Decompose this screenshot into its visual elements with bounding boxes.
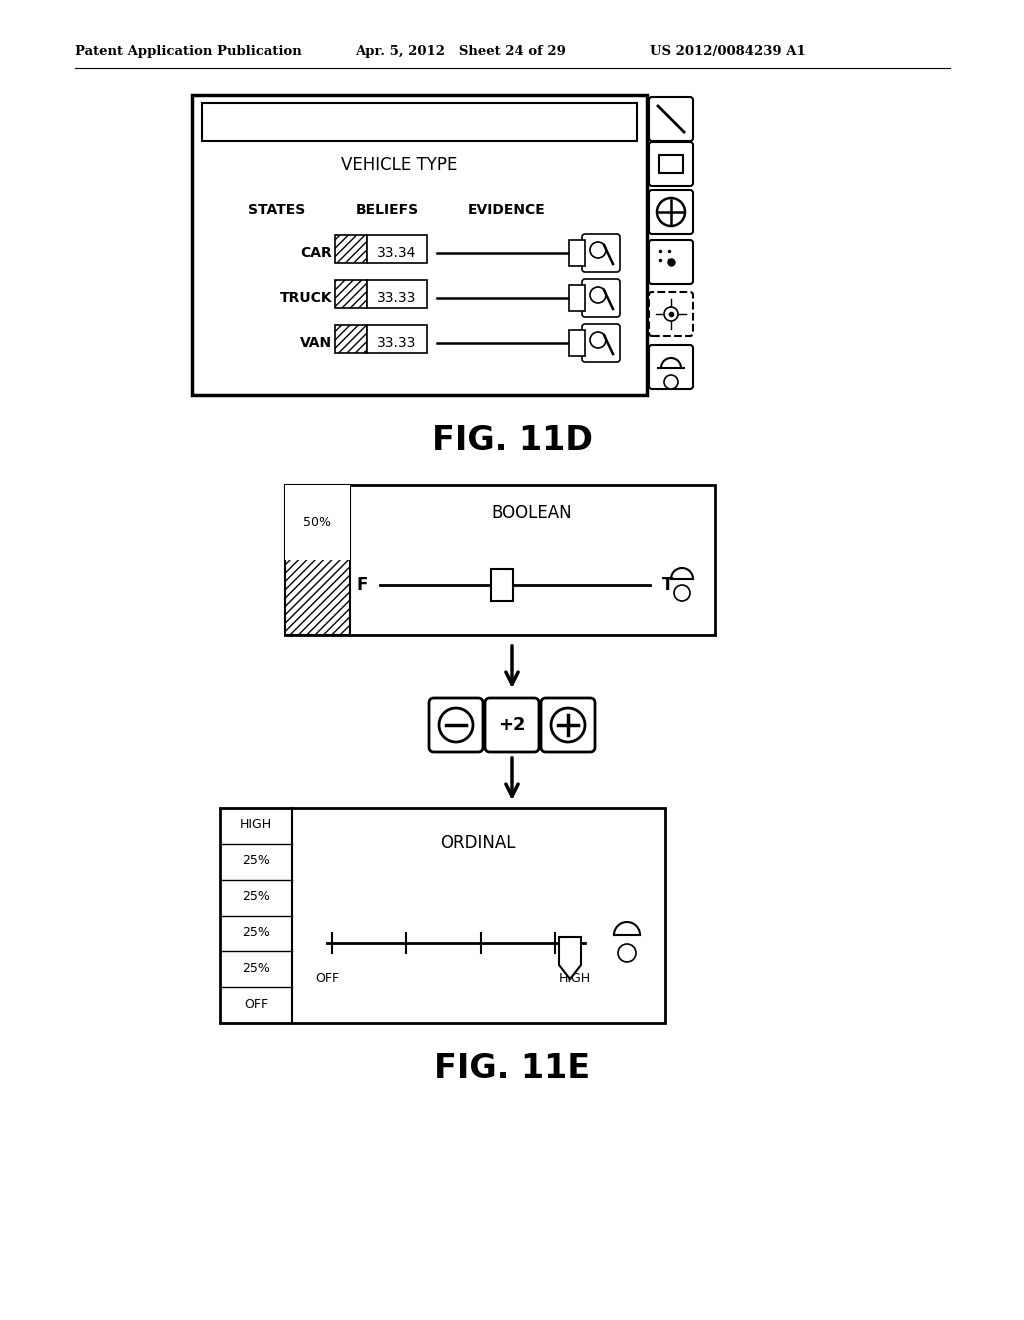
FancyBboxPatch shape (649, 143, 693, 186)
Bar (202, 103, 637, 141)
FancyBboxPatch shape (649, 240, 693, 284)
Text: 33.33: 33.33 (377, 290, 417, 305)
Text: 25%: 25% (242, 927, 270, 939)
Text: T: T (662, 576, 674, 594)
Circle shape (551, 708, 585, 742)
FancyBboxPatch shape (485, 698, 539, 752)
Bar (569, 330, 585, 356)
Circle shape (664, 375, 678, 389)
Circle shape (674, 585, 690, 601)
Text: 33.33: 33.33 (377, 337, 417, 350)
Text: BOOLEAN: BOOLEAN (492, 504, 572, 521)
Bar (220, 808, 665, 1023)
Bar (193, 95, 647, 395)
Text: VEHICLE TYPE: VEHICLE TYPE (341, 156, 457, 174)
Text: 25%: 25% (242, 962, 270, 975)
Circle shape (590, 333, 606, 348)
Bar (367, 325, 427, 352)
Circle shape (664, 308, 678, 321)
FancyBboxPatch shape (649, 345, 693, 389)
FancyBboxPatch shape (582, 234, 620, 272)
Text: OFF: OFF (244, 998, 268, 1011)
Bar (490, 569, 512, 601)
Bar (569, 240, 585, 267)
Circle shape (657, 198, 685, 226)
Bar (335, 325, 367, 352)
Text: EVIDENCE: EVIDENCE (468, 203, 546, 216)
Text: FIG. 11D: FIG. 11D (431, 424, 593, 457)
FancyBboxPatch shape (582, 323, 620, 362)
Text: 50%: 50% (303, 516, 331, 528)
Bar (659, 154, 683, 173)
Circle shape (590, 242, 606, 257)
Text: F: F (356, 576, 368, 594)
Bar (285, 484, 715, 635)
Bar (285, 484, 350, 560)
Text: 25%: 25% (242, 890, 270, 903)
Bar (367, 280, 427, 308)
FancyBboxPatch shape (582, 279, 620, 317)
Circle shape (618, 944, 636, 962)
Text: ORDINAL: ORDINAL (440, 834, 516, 851)
Text: HIGH: HIGH (240, 818, 272, 832)
FancyBboxPatch shape (649, 190, 693, 234)
FancyBboxPatch shape (649, 292, 693, 337)
Text: US 2012/0084239 A1: US 2012/0084239 A1 (650, 45, 806, 58)
Text: STATES: STATES (249, 203, 305, 216)
Text: 33.34: 33.34 (377, 246, 417, 260)
Text: CAR: CAR (300, 246, 332, 260)
Bar (335, 280, 367, 308)
Text: 25%: 25% (242, 854, 270, 867)
Text: VAN: VAN (300, 337, 332, 350)
Polygon shape (559, 937, 581, 979)
FancyBboxPatch shape (429, 698, 483, 752)
Text: OFF: OFF (315, 972, 339, 985)
Bar (335, 235, 367, 263)
Text: TRUCK: TRUCK (280, 290, 332, 305)
Bar (285, 484, 350, 635)
Circle shape (439, 708, 473, 742)
Bar (569, 285, 585, 312)
FancyBboxPatch shape (541, 698, 595, 752)
Text: +2: +2 (499, 715, 525, 734)
Text: HIGH: HIGH (559, 972, 591, 985)
Circle shape (590, 286, 606, 304)
Text: Patent Application Publication: Patent Application Publication (75, 45, 302, 58)
Bar (367, 235, 427, 263)
Text: BELIEFS: BELIEFS (355, 203, 419, 216)
FancyBboxPatch shape (649, 96, 693, 141)
Text: Apr. 5, 2012   Sheet 24 of 29: Apr. 5, 2012 Sheet 24 of 29 (355, 45, 566, 58)
Text: FIG. 11E: FIG. 11E (434, 1052, 590, 1085)
